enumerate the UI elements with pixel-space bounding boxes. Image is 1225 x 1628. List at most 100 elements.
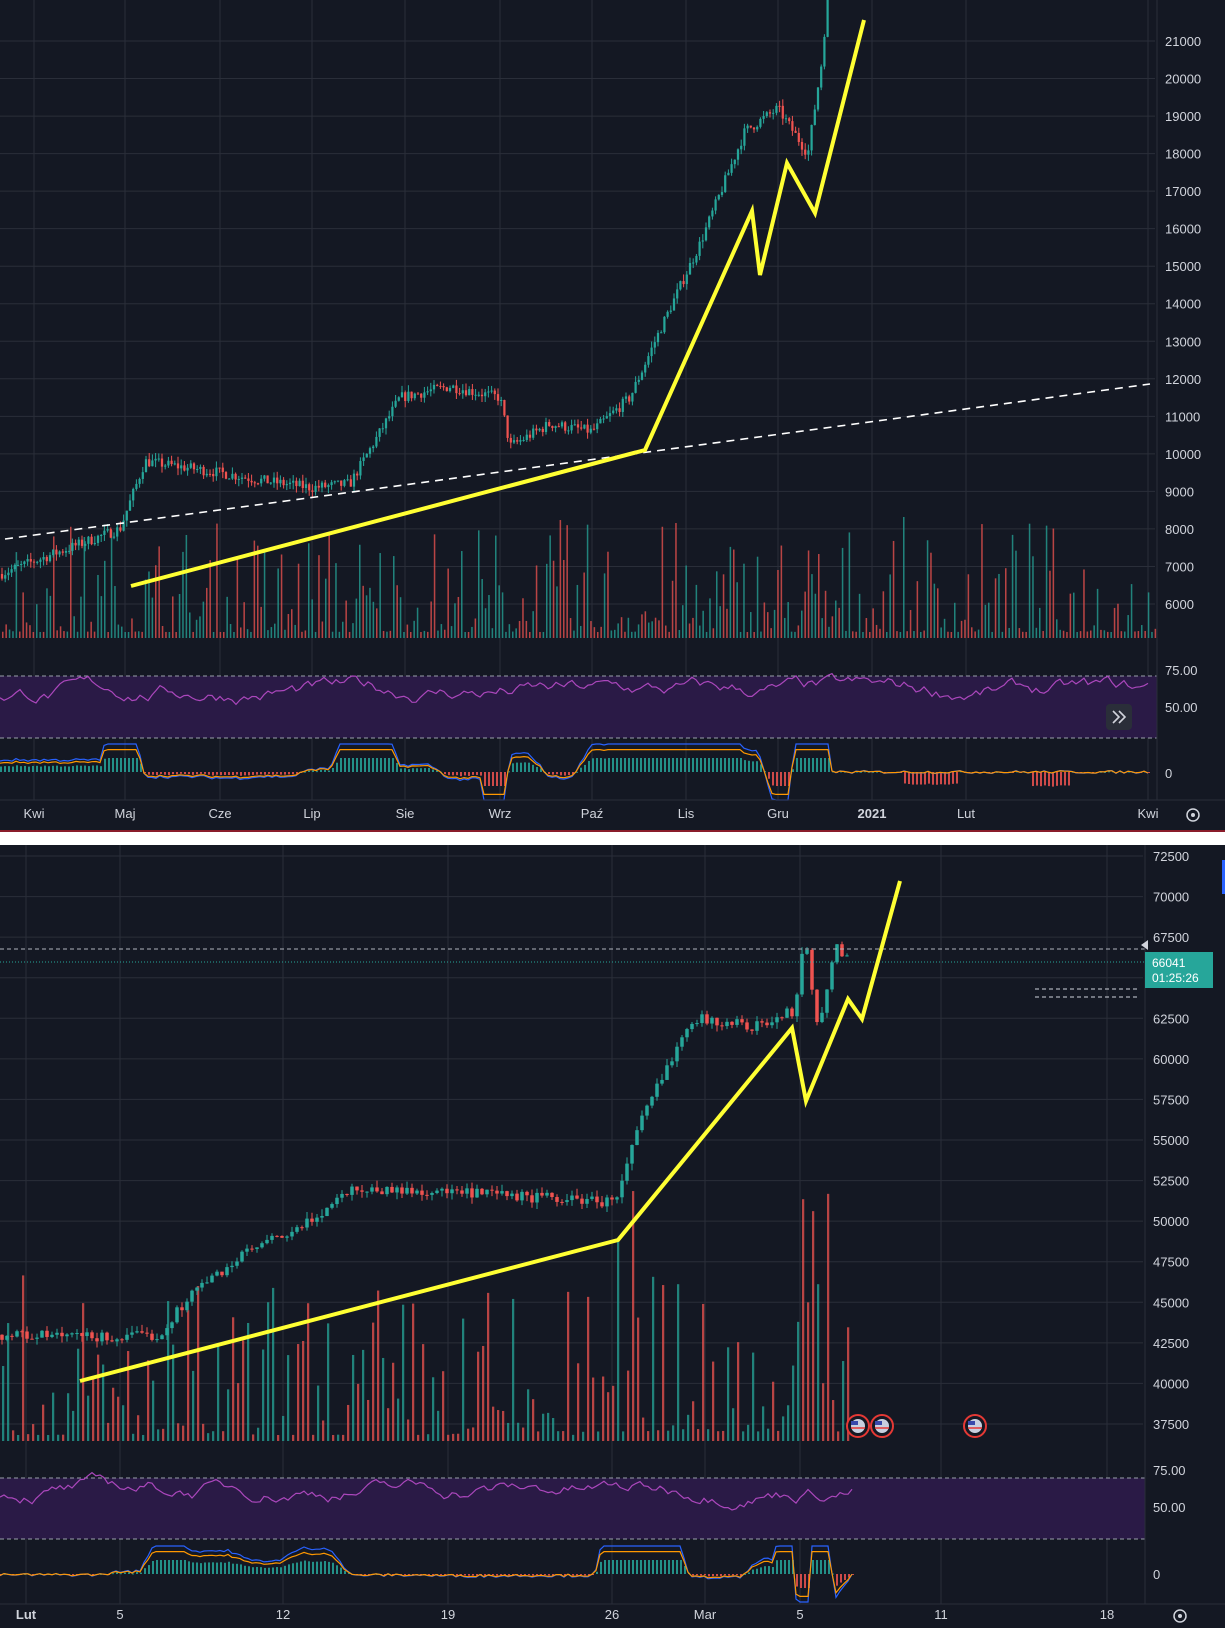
macd-histogram-bar	[204, 1562, 206, 1574]
macd-histogram-bar	[484, 772, 486, 786]
macd-histogram-bar	[424, 768, 426, 772]
candle-body	[672, 298, 676, 311]
macd-histogram-bar	[956, 772, 958, 784]
macd-histogram-bar	[748, 760, 750, 772]
volume-bar	[131, 618, 133, 638]
macd-histogram-bar	[172, 772, 174, 775]
volume-bar	[923, 630, 925, 638]
top-settings-button[interactable]	[1186, 808, 1200, 822]
candle-body	[804, 149, 807, 155]
volume-bar	[682, 1429, 685, 1441]
candle-body	[183, 465, 186, 471]
macd-histogram-bar	[296, 772, 298, 774]
volume-bar	[87, 631, 89, 638]
candle-body	[36, 561, 39, 563]
volume-bar	[1134, 631, 1136, 638]
volume-bar	[777, 570, 779, 638]
volume-bar	[1117, 603, 1119, 638]
volume-bar	[367, 1399, 370, 1441]
double-chevron-right-icon	[1112, 710, 1127, 724]
time-tick-label: Maj	[115, 806, 136, 821]
macd-histogram-bar	[1036, 772, 1038, 786]
volume-bar	[848, 532, 851, 638]
volume-bar	[1151, 631, 1153, 638]
macd-histogram-bar	[736, 1574, 738, 1576]
candle-body	[0, 1334, 4, 1340]
price-tick-label: 72500	[1153, 849, 1189, 864]
candle-body	[768, 112, 772, 114]
volume-bar	[1001, 631, 1004, 638]
volume-bar	[1137, 631, 1140, 638]
macd-histogram-bar	[724, 1574, 726, 1576]
candle-body	[5, 1335, 9, 1340]
volume-bar	[974, 631, 976, 638]
macd-histogram-bar	[312, 770, 314, 772]
volume-bar	[444, 629, 446, 638]
macd-histogram-bar	[156, 772, 158, 776]
volume-bar	[178, 593, 181, 638]
bottom-settings-button[interactable]	[1173, 1609, 1187, 1623]
macd-histogram-bar	[448, 772, 450, 776]
volume-bar	[27, 1434, 30, 1441]
macd-histogram-bar	[944, 772, 946, 785]
economic-event-marker-2[interactable]	[870, 1414, 894, 1438]
macd-histogram-bar	[764, 771, 766, 773]
macd-histogram-bar	[204, 772, 206, 774]
volume-bar	[17, 1434, 20, 1441]
candle-body	[282, 479, 285, 486]
macd-histogram-bar	[124, 1572, 126, 1574]
candle-body	[762, 116, 765, 119]
macd-histogram-bar	[88, 766, 90, 772]
candle-body	[589, 428, 592, 433]
volume-bar	[389, 630, 392, 638]
volume-bar	[478, 530, 480, 638]
macd-histogram-bar	[1048, 772, 1050, 787]
candle-body	[116, 527, 119, 537]
time-tick-label: Kwi	[1138, 806, 1159, 821]
candle-body	[795, 994, 799, 1017]
macd-histogram-bar	[808, 758, 810, 772]
scroll-right-button[interactable]	[1106, 704, 1132, 730]
volume-bar	[297, 1344, 300, 1441]
economic-event-marker-1[interactable]	[846, 1414, 870, 1438]
bottom-chart-panel: 7250070000675006500062500600005750055000…	[0, 845, 1225, 1628]
macd-histogram-bar	[108, 758, 110, 772]
price-tick-label: 70000	[1153, 890, 1189, 905]
volume-bar	[471, 626, 473, 638]
candle-body	[432, 384, 436, 390]
candle-body	[807, 150, 810, 155]
candle-body	[557, 426, 560, 428]
volume-bar	[83, 537, 86, 638]
macd-histogram-bar	[444, 1574, 446, 1576]
macd-histogram-bar	[28, 766, 30, 772]
candle-body	[573, 424, 576, 426]
volume-bar	[637, 1317, 640, 1441]
volume-bar	[552, 560, 555, 638]
volume-bar	[42, 631, 45, 638]
price-tick-label: 13000	[1165, 334, 1201, 349]
candle-body	[797, 132, 800, 142]
candle-body	[333, 481, 336, 483]
candle-body	[39, 559, 42, 562]
volume-bar	[668, 631, 670, 638]
candle-body	[471, 389, 474, 395]
volume-bar	[624, 631, 626, 638]
candle-body	[50, 1334, 54, 1337]
candle-body	[330, 1204, 334, 1208]
volume-bar	[410, 631, 412, 638]
economic-event-marker-3[interactable]	[963, 1414, 987, 1438]
candle-body	[590, 1196, 594, 1199]
candle-body	[298, 480, 301, 487]
candle-body	[788, 118, 791, 122]
volume-bar	[189, 612, 191, 638]
candle-body	[119, 527, 122, 531]
macd-histogram-bar	[268, 1567, 270, 1574]
macd-histogram-bar	[244, 772, 246, 776]
candle-body	[320, 482, 324, 488]
volume-bar	[802, 1199, 805, 1441]
volume-bar	[417, 1434, 420, 1441]
volume-bar	[657, 1430, 660, 1441]
macd-histogram-bar	[500, 772, 502, 786]
candle-body	[790, 1008, 794, 1017]
macd-histogram-bar	[740, 1574, 742, 1577]
